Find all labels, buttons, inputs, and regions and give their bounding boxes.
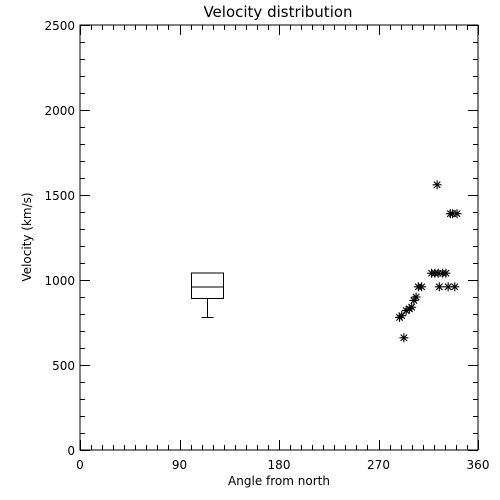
plot-area-frame bbox=[79, 24, 479, 451]
data-point bbox=[411, 292, 421, 302]
chart-title: Velocity distribution bbox=[203, 3, 352, 21]
axis-ticks bbox=[80, 25, 479, 451]
y-tick-label: 2000 bbox=[44, 104, 75, 118]
data-points bbox=[395, 180, 462, 343]
y-tick-label: 2500 bbox=[44, 19, 75, 33]
y-tick-label: 1500 bbox=[44, 189, 75, 203]
x-tick-label: 270 bbox=[367, 458, 390, 472]
x-tick-label: 0 bbox=[76, 458, 84, 472]
box-iqr bbox=[191, 272, 225, 300]
data-point bbox=[450, 282, 460, 292]
data-point bbox=[441, 268, 451, 278]
y-tick-label: 500 bbox=[52, 359, 75, 373]
x-tick-label: 360 bbox=[467, 458, 490, 472]
x-tick-label: 90 bbox=[172, 458, 187, 472]
data-point bbox=[434, 282, 444, 292]
data-point bbox=[443, 282, 453, 292]
x-tick-label: 180 bbox=[268, 458, 291, 472]
data-point bbox=[452, 209, 462, 219]
y-tick-labels: 0 500 1000 1500 2000 2500 bbox=[44, 19, 75, 458]
data-point bbox=[399, 333, 409, 343]
y-axis-label: Velocity (km/s) bbox=[20, 192, 34, 281]
y-tick-label: 1000 bbox=[44, 274, 75, 288]
box-plot bbox=[191, 272, 225, 318]
data-point bbox=[417, 282, 427, 292]
data-point bbox=[432, 180, 442, 190]
data-point bbox=[407, 302, 417, 312]
x-tick-labels: 0 90 180 270 360 bbox=[76, 458, 489, 472]
y-tick-label: 0 bbox=[67, 444, 75, 458]
x-axis-label: Angle from north bbox=[228, 474, 330, 488]
